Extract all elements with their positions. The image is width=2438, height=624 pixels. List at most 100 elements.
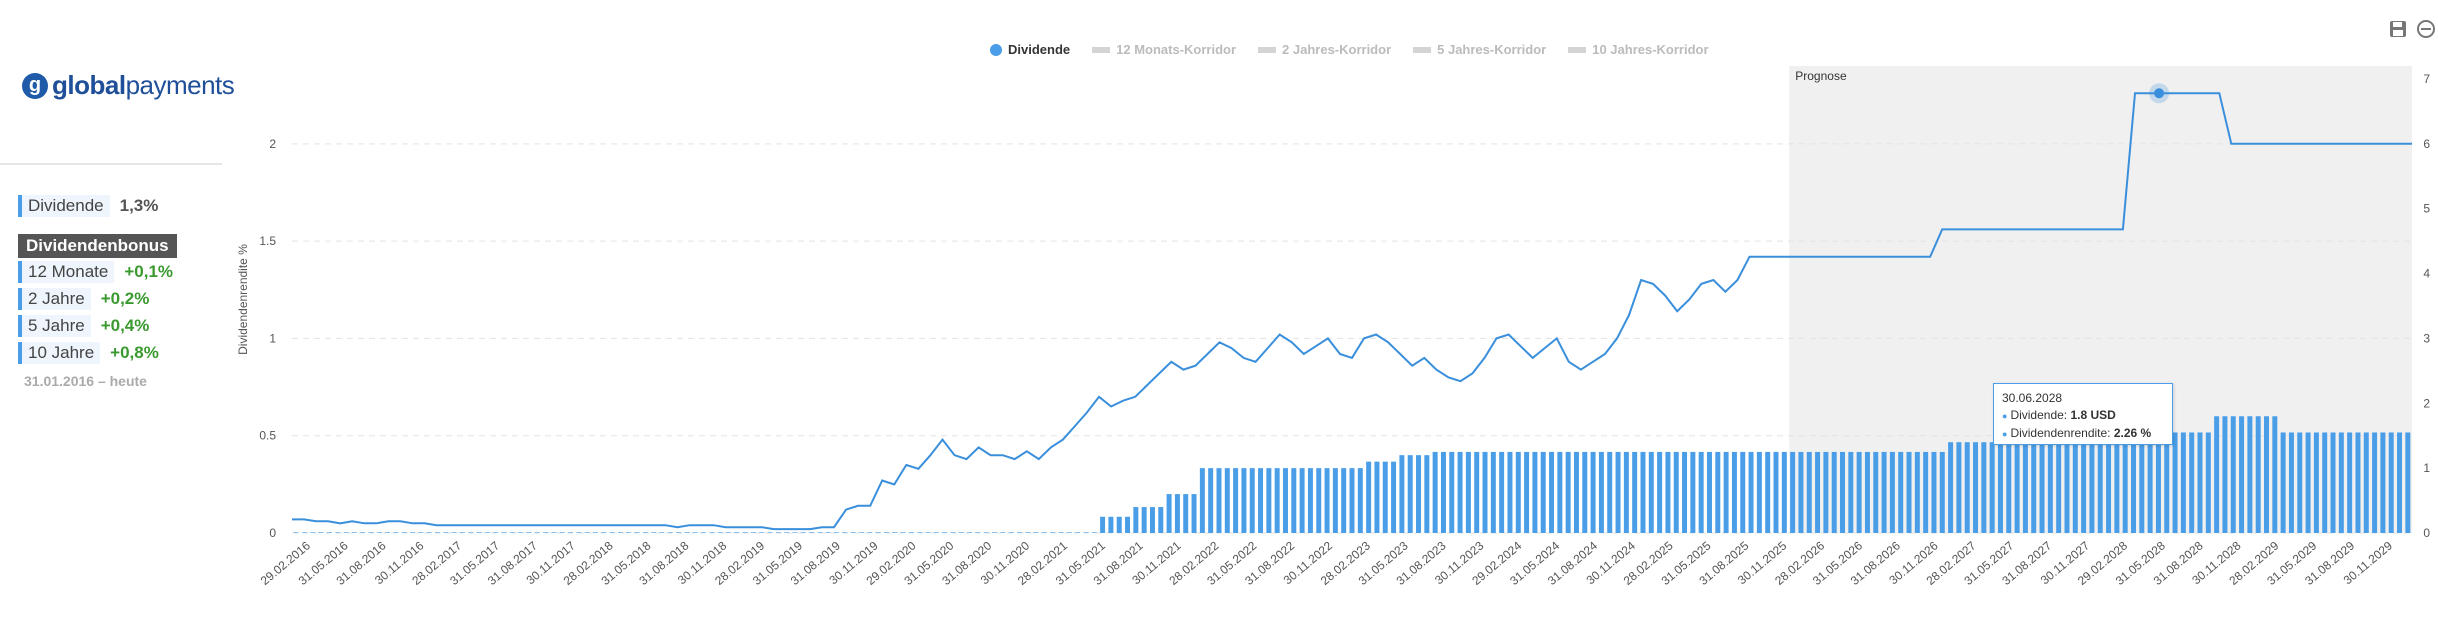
dividend-bar	[767, 532, 773, 533]
chart-legend: Dividende 12 Monats-Korridor 2 Jahres-Ko…	[990, 42, 1709, 57]
dividend-bar	[1632, 451, 1638, 533]
tooltip-dividend: Dividende: 1.8 USD	[2002, 407, 2164, 425]
dividend-bar	[1266, 468, 1272, 533]
dividend-bar	[293, 532, 299, 533]
dividend-bar	[568, 532, 574, 533]
dividend-bar	[426, 532, 432, 533]
dividend-bar	[908, 532, 914, 533]
dividend-bar	[2255, 416, 2261, 533]
bonus-label: 5 Jahre	[18, 315, 91, 337]
dividend-bar	[858, 532, 864, 533]
dividend-bar	[1008, 532, 1014, 533]
dividend-bar	[476, 532, 482, 533]
forecast-label: Prognose	[1795, 69, 1847, 83]
dividend-bar	[1889, 451, 1895, 533]
dividend-bar	[301, 532, 307, 533]
dividend-bar	[1914, 451, 1920, 533]
dividend-bar	[310, 532, 316, 533]
dividend-bar	[2056, 442, 2062, 533]
dividend-bar	[368, 532, 374, 533]
dividend-bar	[1573, 451, 1579, 533]
dividend-bar	[1848, 451, 1854, 533]
dividend-bar	[925, 532, 931, 533]
dividend-bar	[842, 532, 848, 533]
tooltip-yield: Dividendenrendite: 2.26 %	[2002, 425, 2164, 443]
dividend-bar	[1307, 468, 1313, 533]
dividend-bar	[1640, 451, 1646, 533]
dividend-bar	[1723, 451, 1729, 533]
dividend-value: 1,3%	[119, 196, 159, 215]
dividend-bar	[850, 532, 856, 533]
save-icon[interactable]	[2388, 19, 2408, 39]
dividend-bar	[2022, 442, 2028, 533]
dividend-bar	[1166, 494, 1172, 533]
dividend-bar	[1515, 451, 1521, 533]
y-tick-right: 2	[2423, 396, 2430, 410]
dividend-bar	[1233, 468, 1239, 533]
dividend-bar	[443, 532, 449, 533]
dividend-bar	[1482, 451, 1488, 533]
dividend-bar	[1125, 516, 1131, 533]
dividend-bar	[2247, 416, 2253, 533]
dividend-bar	[2180, 432, 2186, 533]
legend-item-2y[interactable]: 2 Jahres-Korridor	[1258, 42, 1391, 57]
bonus-value: +0,4%	[100, 316, 150, 335]
dividend-bar	[1066, 532, 1072, 533]
legend-item-10y[interactable]: 10 Jahres-Korridor	[1568, 42, 1709, 57]
dividend-bar	[1582, 451, 1588, 533]
legend-bar-icon	[1092, 46, 1111, 53]
dividend-bar	[1873, 451, 1879, 533]
legend-label: 2 Jahres-Korridor	[1282, 42, 1392, 57]
zoom-out-icon[interactable]	[2416, 19, 2436, 39]
dividend-bar	[2338, 432, 2344, 533]
legend-item-12m[interactable]: 12 Monats-Korridor	[1092, 42, 1236, 57]
dividend-bar	[1781, 451, 1787, 533]
dividend-bar	[318, 532, 324, 533]
dividend-bar	[1382, 461, 1388, 533]
dividend-bar	[634, 532, 640, 533]
dividend-bar	[2288, 432, 2294, 533]
dividend-bar	[526, 532, 532, 533]
line-series	[292, 83, 2412, 531]
dividend-bar	[1748, 451, 1754, 533]
dividend-bar	[2313, 432, 2319, 533]
dividend-bar	[1407, 455, 1413, 533]
dividend-bar	[584, 532, 590, 533]
legend-item-5y[interactable]: 5 Jahres-Korridor	[1413, 42, 1546, 57]
dividend-bar	[1432, 451, 1438, 533]
dividend-bar	[1981, 442, 1987, 533]
y-tick-left: 0.5	[259, 429, 276, 443]
dividend-bar	[1598, 451, 1604, 533]
dividend-bar	[534, 532, 540, 533]
dividend-bar	[551, 532, 557, 533]
dividend-bar	[2047, 442, 2053, 533]
dividend-bar	[1374, 461, 1380, 533]
dividend-bar	[2205, 432, 2211, 533]
dividend-bar	[1457, 451, 1463, 533]
dividend-bar	[2097, 432, 2103, 533]
dividend-bar	[2214, 416, 2220, 533]
dividend-bar	[1765, 451, 1771, 533]
dividend-bar	[2239, 416, 2245, 533]
dividend-bar	[1332, 468, 1338, 533]
dividend-bar	[326, 532, 332, 533]
legend-label: 5 Jahres-Korridor	[1437, 42, 1547, 57]
bonus-value: +0,8%	[110, 343, 159, 362]
legend-label: 10 Jahres-Korridor	[1592, 42, 1709, 57]
dividend-bar	[750, 532, 756, 533]
yield-line	[292, 92, 2412, 531]
dividend-bar	[883, 532, 889, 533]
dividend-bar	[410, 532, 416, 533]
dividend-bar	[2330, 432, 2336, 533]
dividend-bar	[1183, 494, 1189, 533]
legend-item-dividende[interactable]: Dividende	[990, 42, 1070, 57]
dividend-bar	[1898, 451, 1904, 533]
dividend-bar	[1931, 451, 1937, 533]
dividend-bar	[642, 532, 648, 533]
dividend-bar	[1524, 451, 1530, 533]
dividend-bar	[992, 532, 998, 533]
dividend-bar	[1282, 468, 1288, 533]
dividend-bar	[1756, 451, 1762, 533]
dividend-bar	[509, 532, 515, 533]
